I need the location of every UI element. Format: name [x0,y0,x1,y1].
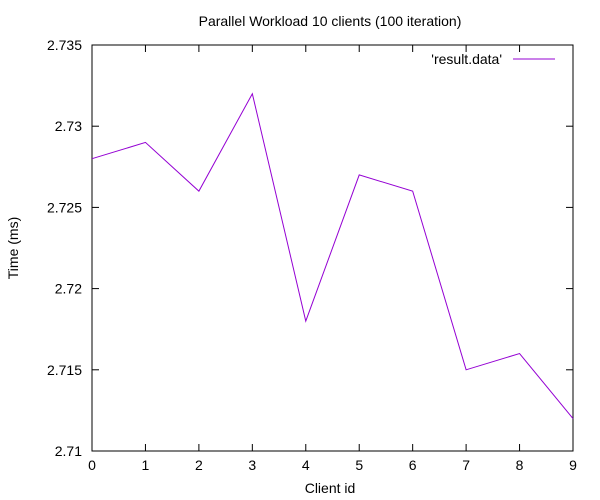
legend: 'result.data' [431,51,555,67]
x-tick-label: 9 [569,457,577,473]
x-tick-label: 2 [195,457,203,473]
x-tick-label: 4 [302,457,310,473]
chart-title: Parallel Workload 10 clients (100 iterat… [199,13,462,29]
y-tick-label: 2.71 [55,443,82,459]
x-axis: 0 1 2 3 4 5 6 7 8 9 [88,45,577,473]
x-tick-label: 5 [355,457,363,473]
y-tick-label: 2.735 [47,37,82,53]
series-line-0 [91,92,574,419]
plot-frame [91,44,574,452]
series-layer [91,92,574,419]
x-tick-label: 7 [462,457,470,473]
y-tick-label: 2.715 [47,362,82,378]
x-tick-label: 1 [142,457,150,473]
y-tick-label: 2.725 [47,199,82,215]
y-axis-label: Time (ms) [5,217,21,279]
x-tick-label: 6 [409,457,417,473]
x-tick-label: 8 [516,457,524,473]
legend-label: 'result.data' [431,51,502,67]
y-axis: 2.71 2.715 2.72 2.725 2.73 2.735 [47,37,573,459]
x-tick-label: 0 [88,457,96,473]
y-tick-label: 2.73 [55,118,82,134]
y-tick-label: 2.72 [55,281,82,297]
x-axis-label: Client id [305,480,356,496]
x-tick-label: 3 [248,457,256,473]
